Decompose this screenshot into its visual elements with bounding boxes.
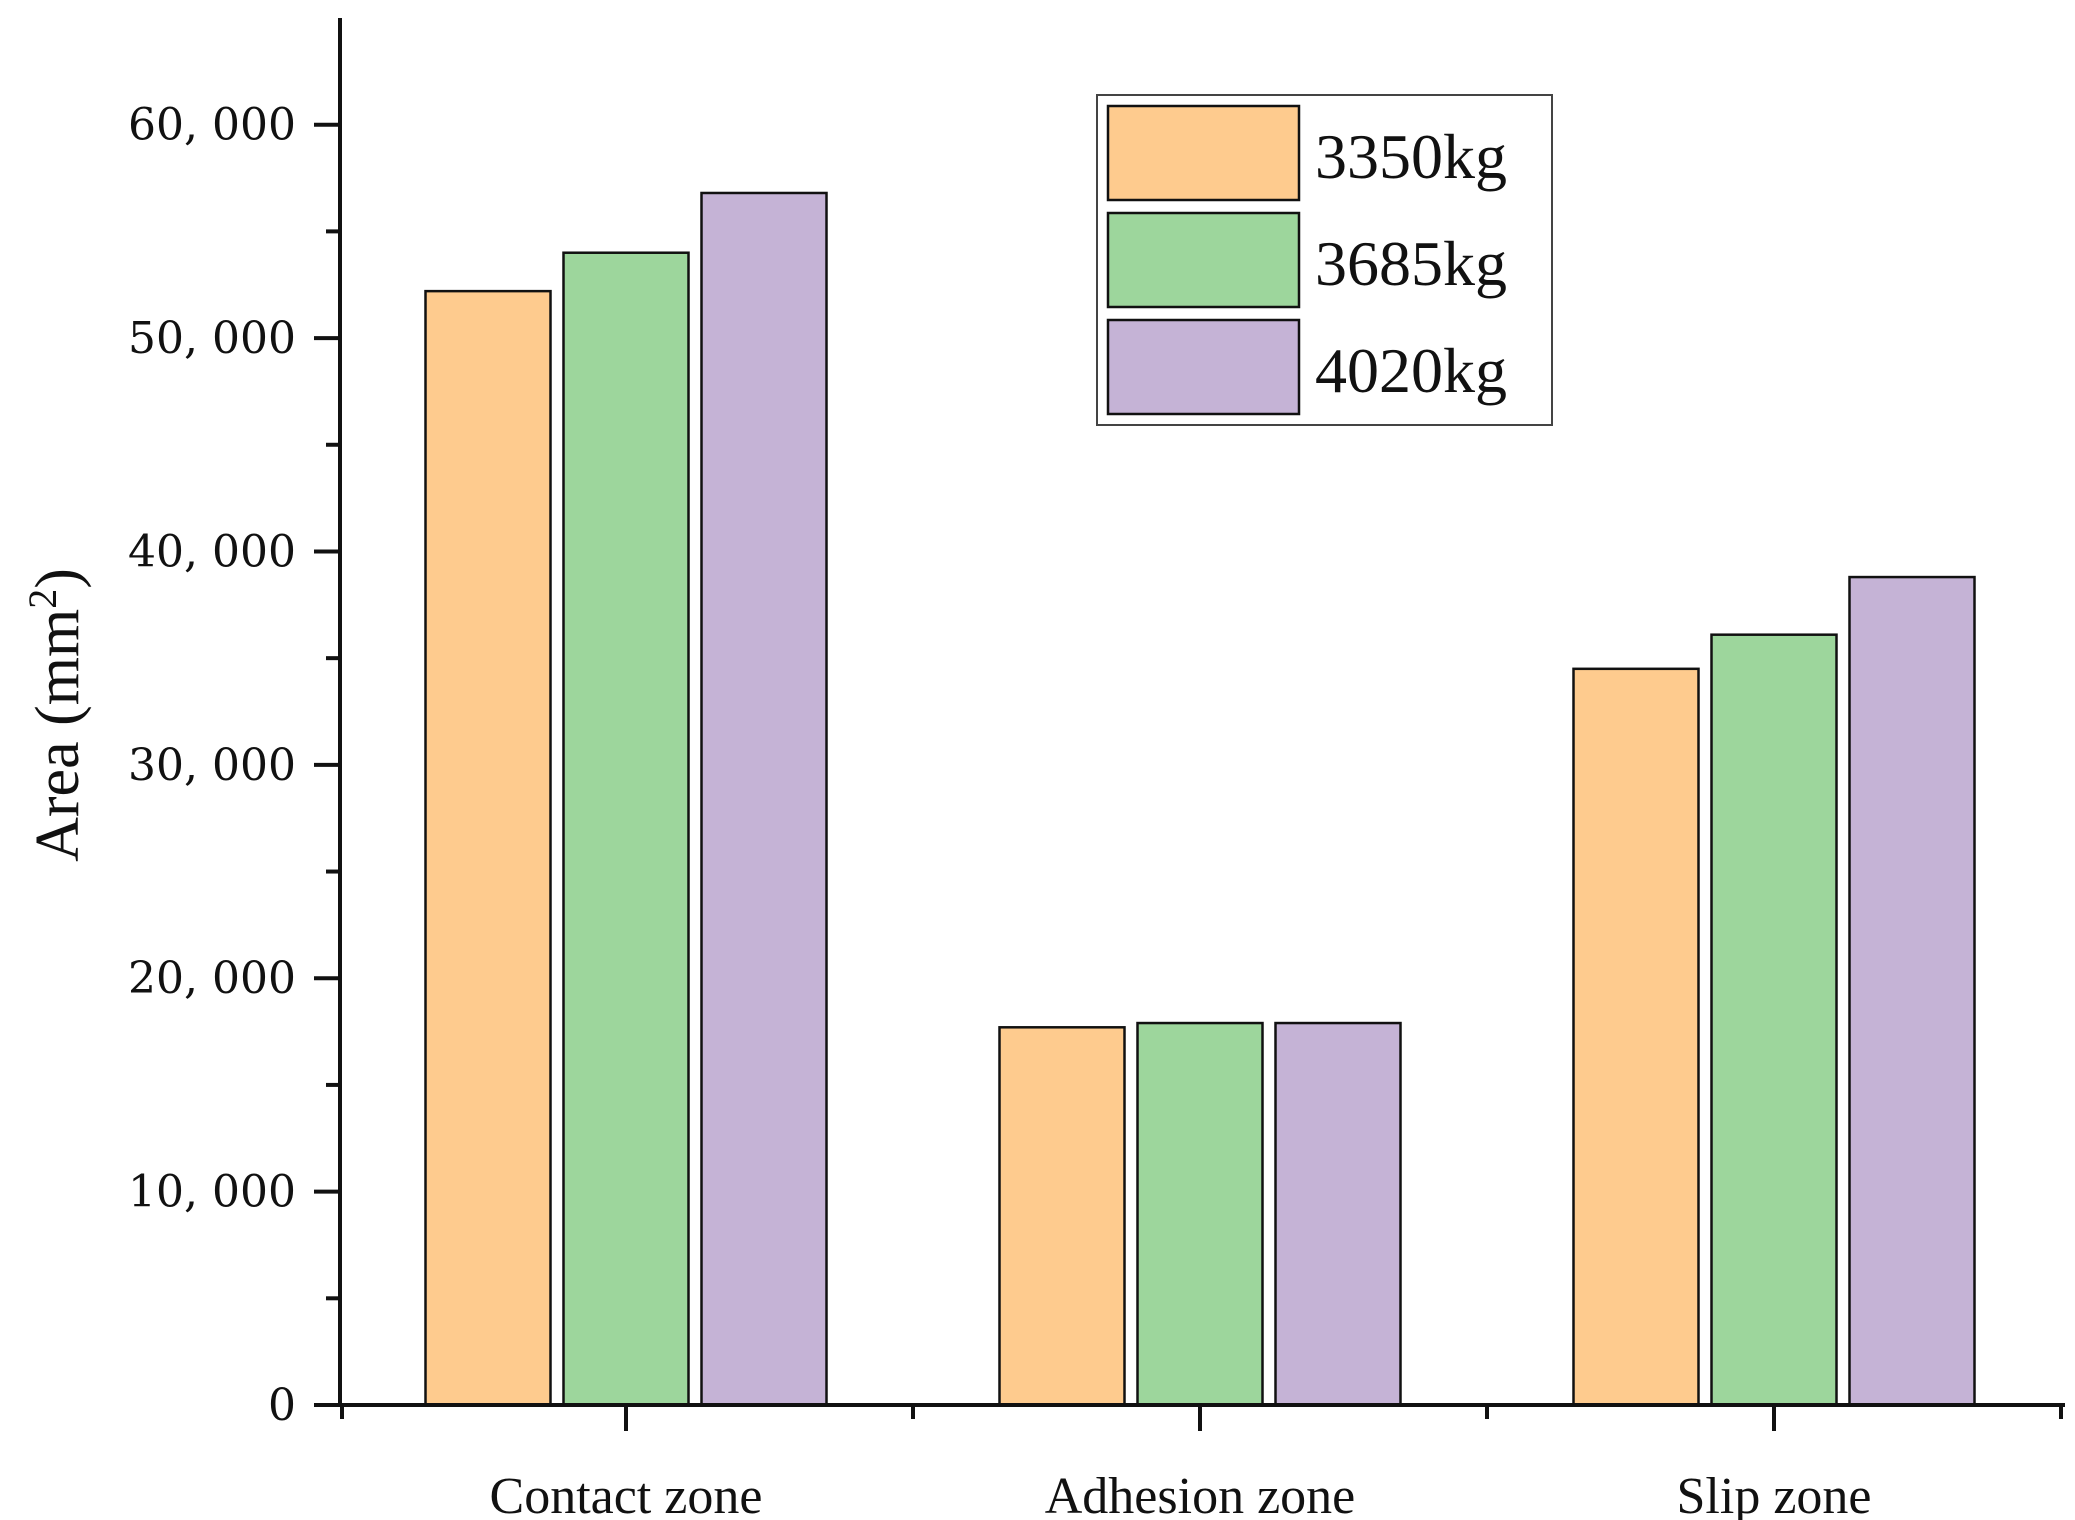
legend-swatch-3350kg — [1106, 104, 1301, 202]
bars-layer — [424, 191, 1976, 1407]
bar-adhesion-zone-4020kg — [1274, 1021, 1402, 1407]
y-tick-label: 60, 000 — [128, 100, 296, 151]
x-tick-label: Adhesion zone — [1045, 1468, 1355, 1520]
y-tick-label: 50, 000 — [128, 313, 296, 364]
y-axis-title-close: ) — [24, 568, 92, 589]
bar-adhesion-zone-3685kg — [1136, 1021, 1264, 1407]
y-tick-label: 40, 000 — [128, 526, 296, 577]
legend-swatch-3685kg — [1106, 211, 1301, 309]
y-axis-title-superscript: 2 — [20, 589, 65, 609]
bar-adhesion-zone-3350kg — [998, 1026, 1126, 1407]
legend-label-3685kg: 3685kg — [1315, 228, 1507, 299]
legend-swatch-4020kg — [1106, 318, 1301, 416]
bar-contact-zone-3350kg — [424, 289, 552, 1407]
bar-slip-zone-3685kg — [1710, 633, 1838, 1407]
bar-contact-zone-3685kg — [562, 251, 690, 1407]
legend-label-4020kg: 4020kg — [1315, 335, 1507, 406]
x-tick-label: Contact zone — [490, 1468, 763, 1520]
y-tick-label: 20, 000 — [128, 953, 296, 1004]
bar-slip-zone-4020kg — [1848, 575, 1976, 1407]
x-axis: Contact zone Adhesion zone Slip zone — [340, 1403, 2065, 1520]
y-axis: 0 10, 000 20, 000 30, 000 40, 000 50, 000 60, … — [128, 18, 342, 1431]
y-tick-label: 0 — [268, 1380, 296, 1431]
y-axis-title: Area (mm2) — [20, 568, 92, 862]
y-tick-label: 10, 000 — [128, 1167, 296, 1218]
bar-slip-zone-3350kg — [1572, 667, 1700, 1407]
x-tick-label: Slip zone — [1677, 1468, 1872, 1520]
bar-contact-zone-4020kg — [700, 191, 828, 1407]
legend-label-3350kg: 3350kg — [1315, 121, 1507, 192]
y-tick-label: 30, 000 — [128, 740, 296, 791]
legend: 3350kg 3685kg 4020kg — [1096, 94, 1553, 426]
